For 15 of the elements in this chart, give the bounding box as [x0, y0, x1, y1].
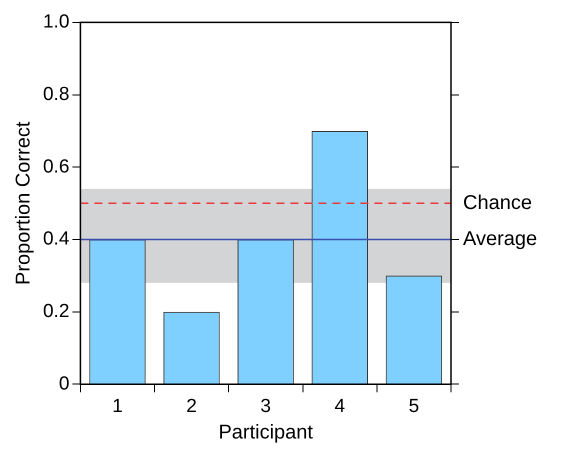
x-axis-title: Participant	[218, 422, 314, 444]
x-tick-label: 4	[334, 396, 346, 417]
y-axis-title: Proportion Correct	[12, 121, 35, 286]
y-tick-label: 0.6	[42, 156, 70, 178]
y-tick-label: 1.0	[42, 12, 70, 33]
ref-line-label: Average	[463, 228, 538, 250]
x-tick-label: 2	[186, 396, 197, 417]
y-tick-label: 0	[58, 373, 70, 394]
x-tick-label: 5	[408, 396, 420, 417]
y-tick-label: 0.8	[42, 84, 70, 105]
y-tick-label: 0.4	[42, 228, 70, 250]
x-tick-label: 1	[112, 396, 123, 417]
ref-line-label: Chance	[463, 192, 532, 214]
y-tick-label: 0.2	[42, 301, 70, 322]
x-tick-label: 3	[260, 396, 271, 417]
